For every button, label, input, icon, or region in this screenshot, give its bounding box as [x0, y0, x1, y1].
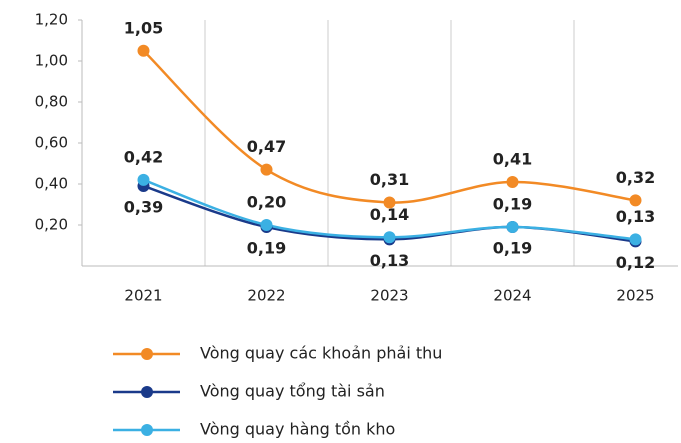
point [506, 221, 519, 234]
legend-marker [141, 348, 153, 360]
data-label: 0,19 [493, 195, 532, 214]
legend-label: Vòng quay các khoản phải thu [200, 344, 442, 363]
data-label: 0,19 [247, 239, 286, 258]
legend-label: Vòng quay tổng tài sản [200, 382, 385, 401]
point [383, 196, 396, 209]
x-tick-label: 2024 [493, 287, 531, 305]
legend-marker [141, 424, 153, 436]
point [383, 231, 396, 244]
point [137, 44, 150, 57]
y-tick-label: 0,40 [35, 175, 68, 193]
data-label: 0,19 [493, 239, 532, 258]
y-tick-label: 0,60 [35, 134, 68, 152]
x-tick-label: 2021 [124, 287, 162, 305]
data-label: 0,47 [247, 137, 286, 156]
y-tick-label: 1,20 [35, 11, 68, 29]
y-tick-label: 0,20 [35, 216, 68, 234]
x-tick-label: 2023 [370, 287, 408, 305]
data-label: 0,13 [616, 207, 655, 226]
point [137, 173, 150, 186]
legend-label: Vòng quay hàng tồn kho [200, 420, 395, 439]
data-label: 0,41 [493, 149, 532, 168]
data-label: 0,42 [124, 147, 163, 166]
data-label: 0,39 [124, 198, 163, 217]
point [260, 219, 273, 231]
point [260, 163, 273, 176]
x-tick-label: 2025 [616, 287, 654, 305]
data-label: 1,05 [124, 18, 163, 37]
data-label: 0,31 [370, 170, 409, 189]
legend-marker [141, 386, 153, 398]
data-label: 0,20 [247, 193, 286, 212]
data-label: 0,13 [370, 251, 409, 270]
point [506, 175, 519, 188]
y-tick-label: 0,80 [35, 93, 68, 111]
point [629, 233, 642, 246]
data-label: 0,12 [616, 253, 655, 272]
data-label: 0,14 [370, 205, 409, 224]
data-label: 0,32 [616, 168, 655, 187]
y-tick-label: 1,00 [35, 52, 68, 70]
x-tick-label: 2022 [247, 287, 285, 305]
point [629, 194, 642, 207]
